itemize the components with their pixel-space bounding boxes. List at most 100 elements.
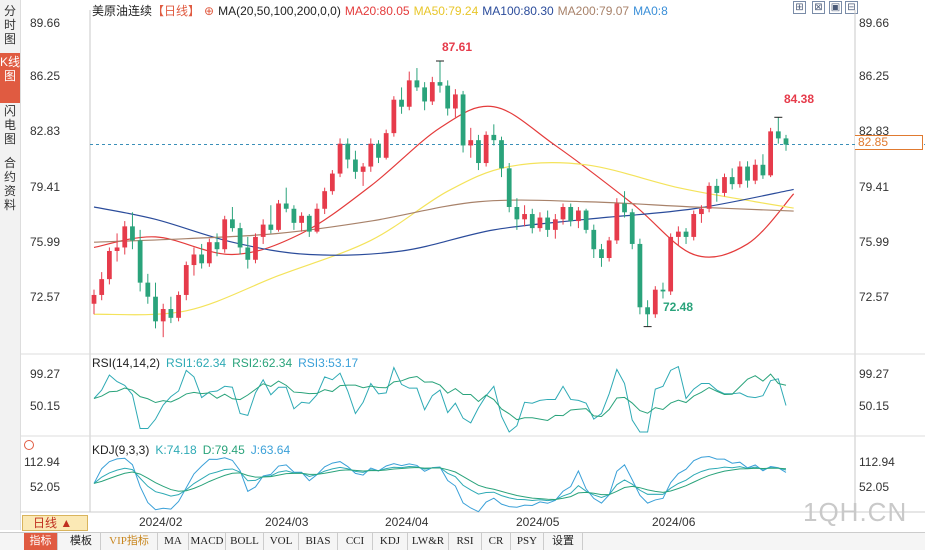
candle-body [468,140,474,146]
candle-body [491,134,497,141]
zoom-in-icon[interactable]: ⊞ [793,1,806,14]
period-selector-button[interactable]: 日线 ▲ [22,515,88,531]
zoom-out-icon[interactable]: ⊠ [812,1,825,14]
candle-body [222,219,228,250]
kdj-tick-right: 112.94 [859,455,895,469]
tab-kdj[interactable]: KDJ [373,533,408,550]
rsi3-value: RSI3:53.17 [298,356,359,370]
ma200-value: MA200:79.07 [557,4,630,18]
tab-lwr[interactable]: LW&R [408,533,449,550]
tab-rsi[interactable]: RSI [449,533,482,550]
kdj-k-value: K:74.18 [155,443,197,457]
fit-icon[interactable]: ▣ [829,1,842,14]
candle-body [137,240,143,283]
price-tick-left: 89.66 [30,16,61,30]
tab-bias[interactable]: BIAS [299,533,338,550]
ma100-value: MA100:80.30 [482,4,554,18]
ma50-value: MA50:79.24 [413,4,479,18]
tab-macd[interactable]: MACD [189,533,226,550]
tab-cr[interactable]: CR [482,533,511,550]
low-annotation: 72.48 [663,300,694,314]
tab-indicator[interactable]: 指标 [24,533,58,550]
candle-body [260,224,266,237]
rsi3-line [93,373,787,422]
ma-line-ma20 [93,105,795,258]
tab-vip-indicator[interactable]: VIP指标 [101,533,158,550]
candle-body [176,294,181,318]
candle-body [406,80,412,107]
tab-cci[interactable]: CCI [338,533,373,550]
date-tick: 2024/02 [139,515,183,529]
candle-body [622,203,627,213]
add-icon[interactable]: ⊕ [204,4,215,18]
price-tick-right: 79.41 [859,180,890,194]
candle-body [737,166,743,185]
tab-k-line[interactable]: K线图 [0,53,20,103]
tab-psy[interactable]: PSY [511,533,544,550]
rsi1-value: RSI1:62.34 [166,356,227,370]
ma-line-ma200 [93,199,794,243]
candle-body [160,309,166,322]
rsi-header: RSI(14,14,2) RSI1:62.34 RSI2:62.34 RSI3:53.… [92,356,364,370]
chart-header: 美原油连续【日线】 ⊕ MA(20,50,100,200,0,0) MA20:80.0… [92,2,672,18]
candle-body [514,207,520,220]
candle-body [445,85,451,109]
price-tick-right: 86.25 [859,69,890,83]
tab-template[interactable]: 模板 [62,533,101,550]
candle-body [599,249,604,259]
price-tick-left: 82.83 [30,124,61,138]
candle-body [652,289,658,315]
candle-body [291,208,297,223]
candle-body [614,203,620,241]
candle-body [506,168,512,208]
candle-body [306,215,312,232]
candle-body [130,226,135,241]
candle-body [122,226,128,248]
candle-body [399,99,404,107]
kdj-d-line [93,467,787,500]
recent-high-annotation: 84.38 [784,92,815,106]
candle-body [106,250,112,280]
candle-body [391,99,397,134]
candle-body [637,243,643,308]
current-price-label: 82.85 [855,135,923,150]
kdj-header: KDJ(9,3,3) K:74.18 D:79.45 J:63.64 [92,443,296,457]
rsi-tick-right: 99.27 [859,367,890,381]
candle-body [345,143,351,160]
candle-body [337,143,343,174]
rsi2-value: RSI2:62.34 [232,356,293,370]
kdj-tick-right: 52.05 [859,480,890,494]
candle-body [183,265,189,295]
tab-time-chart[interactable]: 分时图 [3,4,16,46]
tab-ma[interactable]: MA [158,533,189,550]
indicator-tab-bar: 指标 模板 VIP指标 MA MACD BOLL VOL BIAS CCI KD… [0,532,925,550]
rsi-tick: 50.15 [30,399,61,413]
tab-settings[interactable]: 设置 [544,533,583,550]
date-tick: 2024/05 [516,515,560,529]
kdj-j-value: J:63.64 [250,443,291,457]
candle-body [522,214,527,220]
candle-body [99,279,105,295]
candle-body [452,94,458,109]
kdj-j-line [93,456,787,513]
tab-vol[interactable]: VOL [264,533,299,550]
candle-body [206,242,212,264]
candle-body [237,228,243,248]
candle-body [645,307,650,315]
high-annotation: 87.61 [442,40,473,54]
candle-body [268,224,274,230]
candle-body [560,207,566,220]
price-tick-left: 86.25 [30,69,61,83]
site-watermark: 1QH.CN [803,497,908,527]
tab-flash-chart[interactable]: 闪电图 [3,104,16,146]
crosshair-icon[interactable] [24,440,34,450]
candle-body [568,207,574,222]
candle-body [576,210,581,222]
view-sidebar: 分时图 K线图 闪电图 合约资料 [0,0,21,530]
tab-contract-info[interactable]: 合约资料 [3,156,16,212]
candle-body [314,208,320,232]
kdj-tick: 52.05 [30,480,61,494]
tab-boll[interactable]: BOLL [226,533,264,550]
candle-body [629,212,635,244]
